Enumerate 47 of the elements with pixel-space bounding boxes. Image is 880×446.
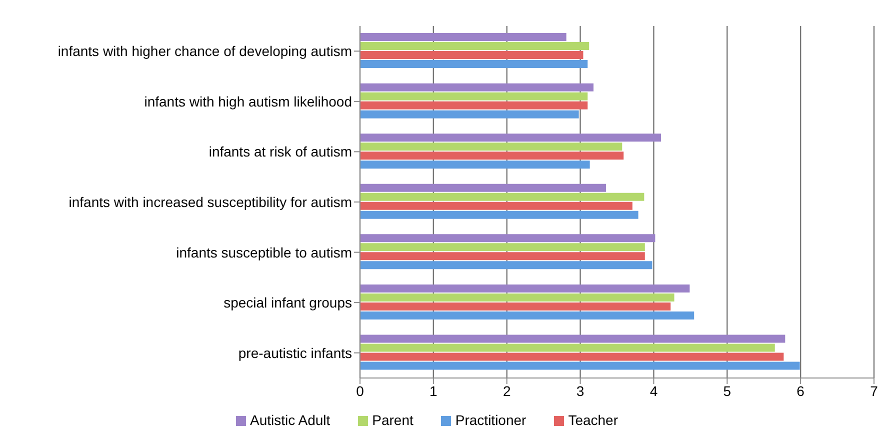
legend-label: Parent <box>372 412 414 428</box>
x-tick-label: 1 <box>430 382 438 399</box>
bar <box>360 243 645 252</box>
y-tick-label: infants with high autism likelihood <box>144 93 352 110</box>
bar <box>360 101 588 110</box>
bar <box>360 344 775 352</box>
bar <box>360 362 800 370</box>
legend-label: Autistic Adult <box>250 412 330 428</box>
bar <box>360 51 584 60</box>
x-tick-label: 5 <box>723 382 732 399</box>
bar <box>360 92 588 100</box>
y-tick-label: infants with higher chance of developing autism <box>58 43 352 60</box>
bar <box>360 42 590 50</box>
bar <box>360 33 566 42</box>
x-tick-label: 3 <box>576 382 584 399</box>
x-tick-label: 7 <box>870 382 878 399</box>
legend-label: Practitioner <box>455 412 526 428</box>
bar <box>360 192 644 201</box>
bar <box>360 160 590 169</box>
bar <box>360 252 645 260</box>
bar <box>360 210 638 219</box>
x-tick-label: 2 <box>502 382 511 399</box>
y-tick-label: pre-autistic infants <box>238 344 352 361</box>
bar <box>360 293 674 302</box>
bar <box>360 234 656 242</box>
bar <box>360 302 671 310</box>
y-tick-label: infants susceptible to autism <box>176 244 352 260</box>
bar <box>360 311 694 320</box>
x-tick-label: 4 <box>650 382 658 399</box>
bar <box>360 334 786 343</box>
bar <box>360 152 624 160</box>
bar <box>360 202 632 210</box>
bar <box>360 261 652 270</box>
y-tick-label: infants at risk of autism <box>208 144 352 160</box>
bar <box>360 142 622 151</box>
bar <box>360 284 690 292</box>
bar <box>360 184 606 192</box>
bar <box>360 110 579 118</box>
bar <box>360 83 594 92</box>
bar <box>360 134 662 142</box>
y-tick-label: special infant groups <box>224 294 352 311</box>
legend-label: Teacher <box>568 412 618 428</box>
x-tick-label: 6 <box>796 382 805 399</box>
y-tick-label: infants with increased susceptibility for autism <box>68 194 352 210</box>
x-tick-label: 0 <box>356 382 364 399</box>
bar <box>360 60 588 68</box>
bar <box>360 352 784 361</box>
